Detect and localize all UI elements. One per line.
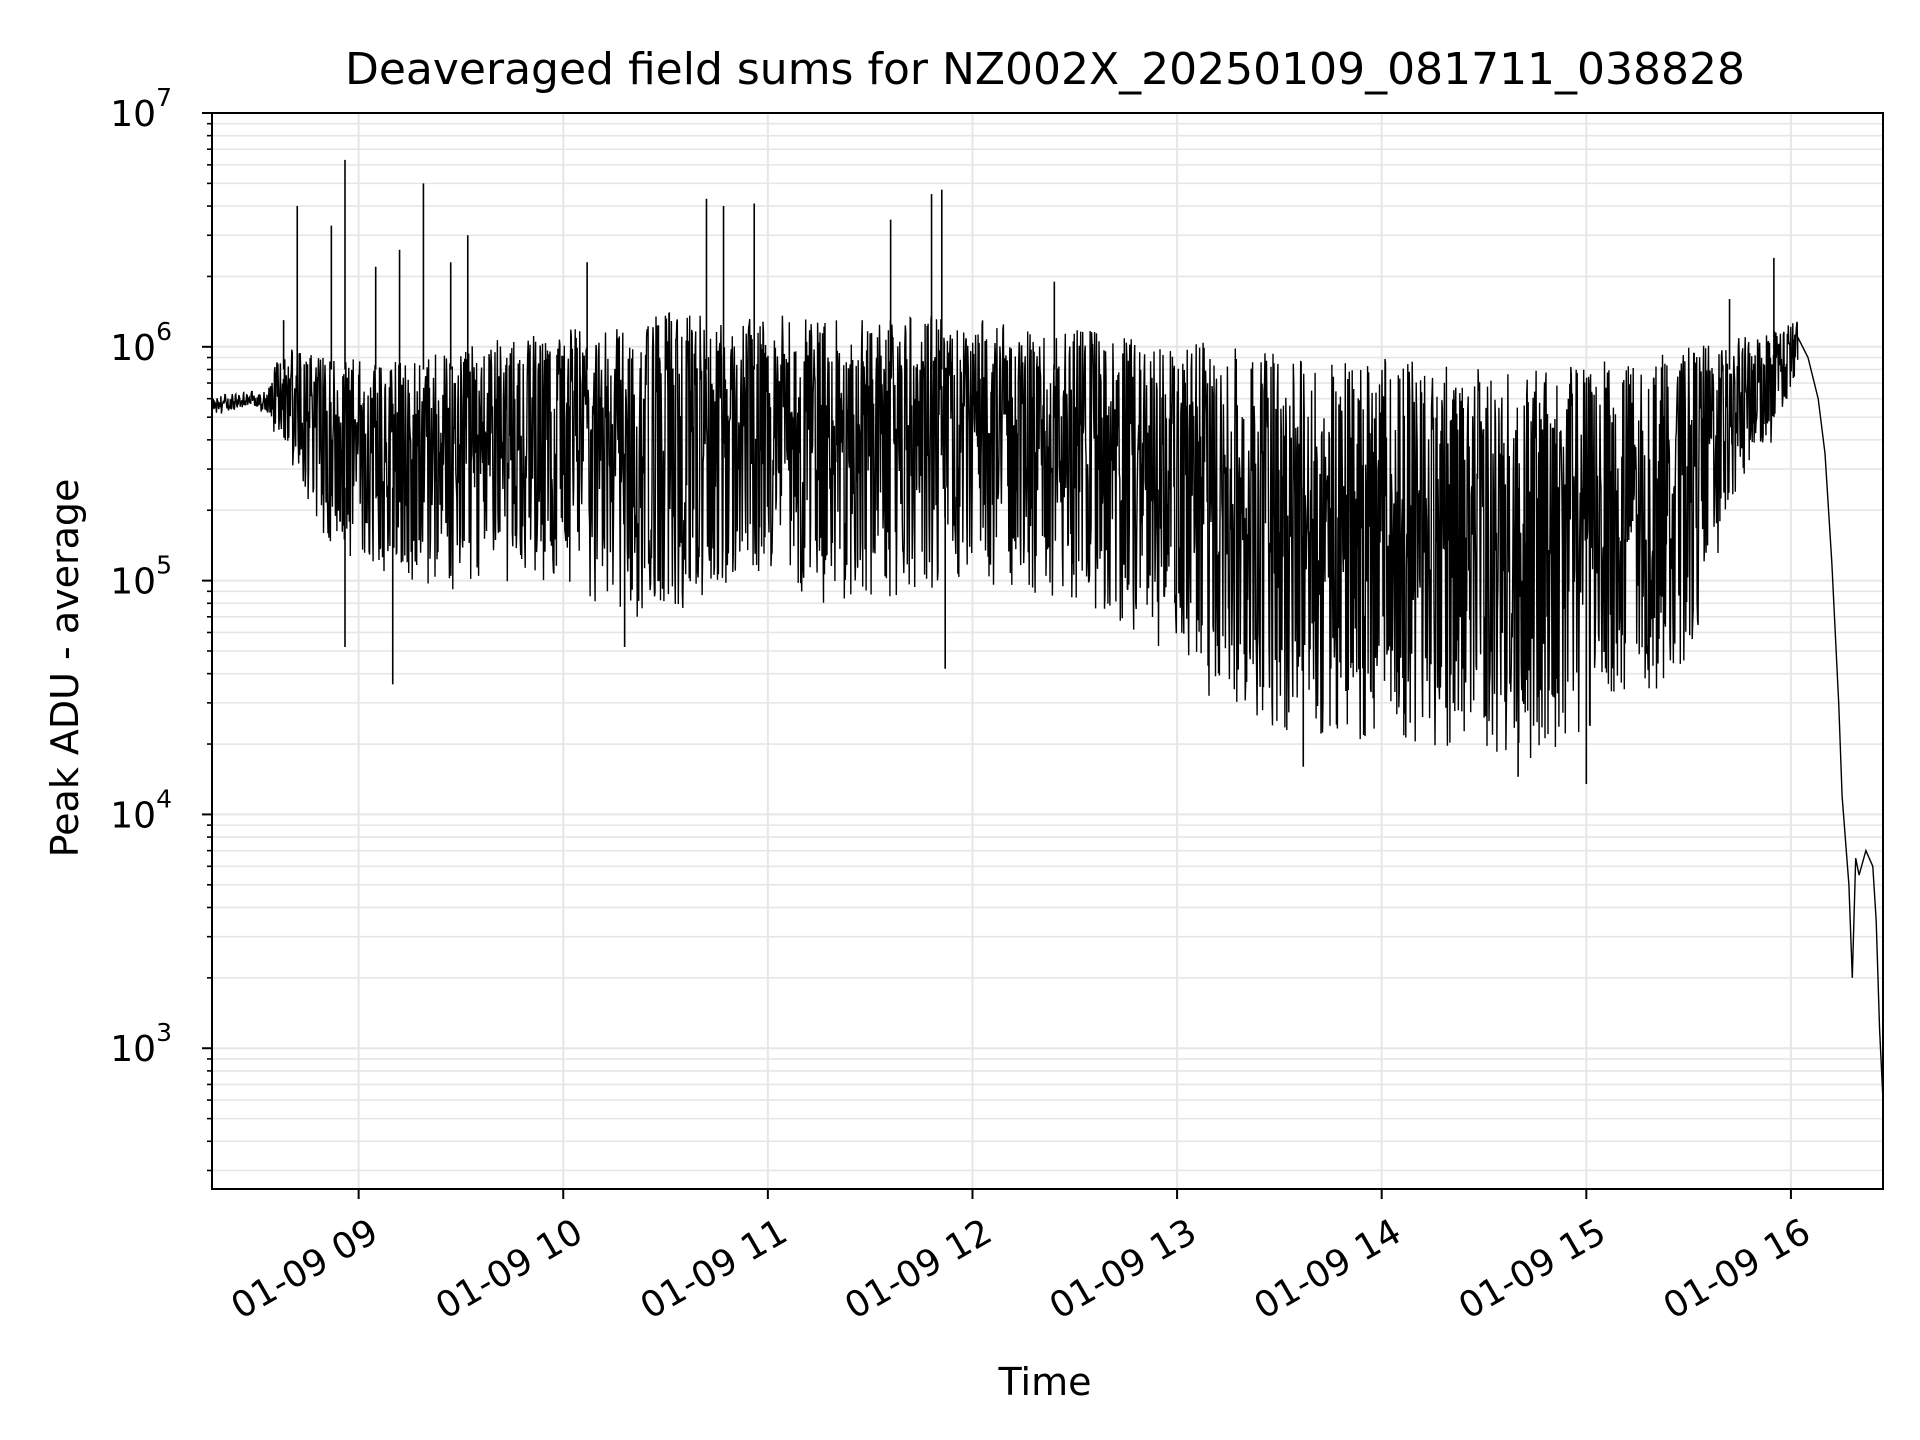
y-tick-exponent: 4 <box>156 784 172 813</box>
y-tick-exponent: 6 <box>156 317 172 346</box>
gridlines <box>212 113 1883 1189</box>
x-axis-label: Time <box>998 1360 1092 1404</box>
series-peak-adu <box>211 159 1884 1101</box>
y-tick-exponent: 5 <box>156 551 172 580</box>
y-tick-exponent: 7 <box>156 83 172 112</box>
y-axis-label: Peak ADU - average <box>43 479 87 858</box>
chart-title: Deaveraged field sums for NZ002X_2025010… <box>345 44 1745 95</box>
y-tick-exponent: 3 <box>156 1018 172 1047</box>
series-line <box>211 312 1884 1101</box>
